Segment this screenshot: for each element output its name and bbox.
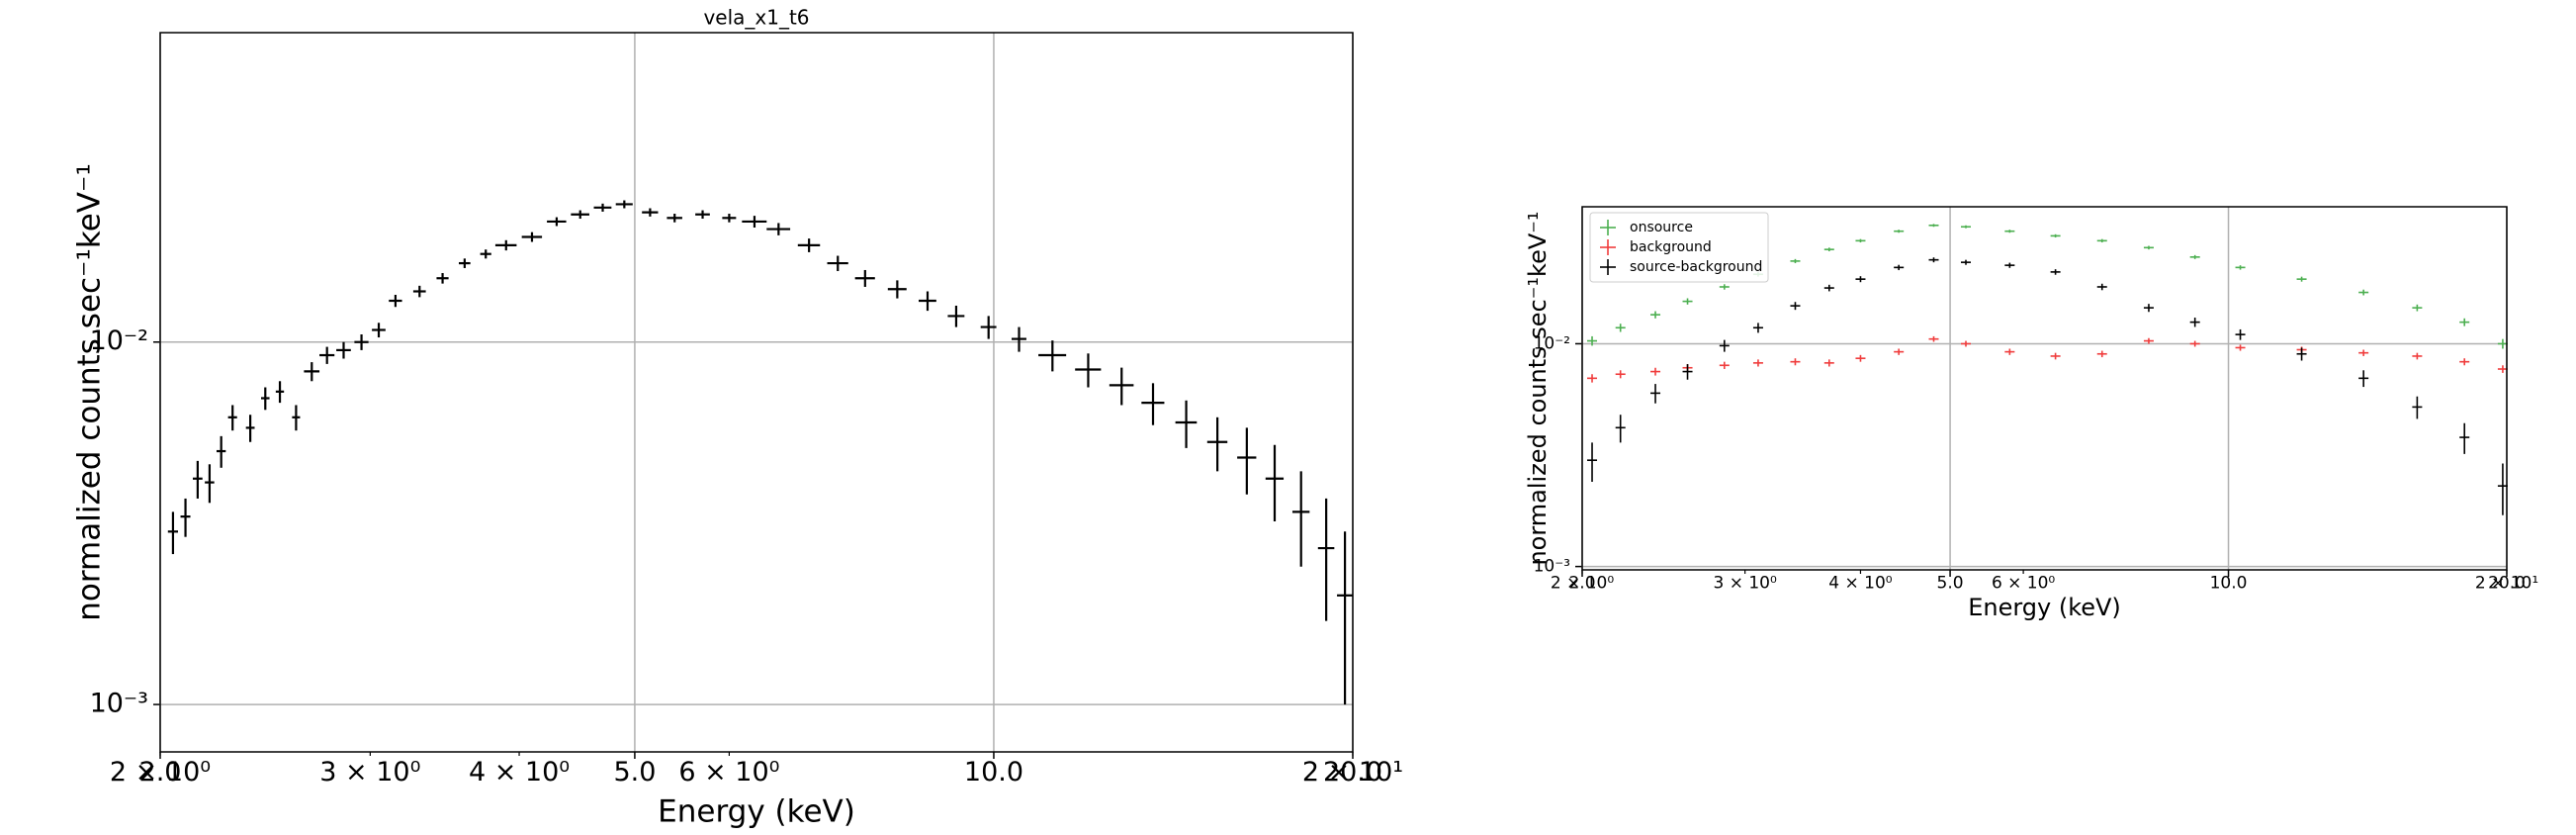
y-tick-label: 10⁻³ xyxy=(1534,557,1570,577)
x-minor-tick-label: 3 × 10⁰ xyxy=(319,757,420,788)
axes-frame xyxy=(159,32,1354,753)
x-tick-label: 2.0 xyxy=(1568,574,1595,594)
x-minor-tick-label: 3 × 10⁰ xyxy=(1713,574,1776,594)
legend-label: source-background xyxy=(1630,259,1762,275)
x-minor-tick-label: 4 × 10⁰ xyxy=(469,757,570,788)
x-axis-label: Energy (keV) xyxy=(658,794,855,830)
x-minor-tick-label: 6 × 10⁰ xyxy=(1992,574,2055,594)
x-tick-label: 20.0 xyxy=(2488,574,2526,594)
x-minor-tick-label: 6 × 10⁰ xyxy=(678,757,779,788)
x-tick-label: 20.0 xyxy=(1323,757,1382,788)
y-tick-label: 10⁻³ xyxy=(90,689,148,719)
y-tick-label: 10⁻² xyxy=(1534,333,1570,353)
x-tick-label: 2.0 xyxy=(139,757,182,788)
legend-frame xyxy=(1589,212,1769,283)
x-minor-tick-label: 2 × 10⁰ xyxy=(110,757,211,788)
y-axis-label: normalized counts sec⁻¹keV⁻¹ xyxy=(1524,211,1552,565)
x-tick-label: 5.0 xyxy=(613,757,656,788)
x-minor-tick-label: 4 × 10⁰ xyxy=(1828,574,1892,594)
legend: onsource background source-background xyxy=(1589,212,1769,283)
x-tick-label: 5.0 xyxy=(1937,574,1964,594)
x-tick-label: 10.0 xyxy=(2210,574,2248,594)
x-minor-tick-label: 2 × 10¹ xyxy=(1302,757,1403,788)
axes-frame xyxy=(1581,206,2508,571)
y-tick-label: 10⁻² xyxy=(90,325,148,356)
legend-label: onsource xyxy=(1630,220,1693,235)
x-minor-tick-label: 2 × 10⁰ xyxy=(1551,574,1614,594)
legend-label: background xyxy=(1630,239,1712,255)
chart-title: vela_x1_t6 xyxy=(703,6,809,30)
y-axis-label: normalized counts sec⁻¹keV⁻¹ xyxy=(71,163,107,621)
x-minor-tick-label: 2 × 10¹ xyxy=(2475,574,2538,594)
x-tick-label: 10.0 xyxy=(964,757,1023,788)
x-axis-label: Energy (keV) xyxy=(1968,594,2121,621)
